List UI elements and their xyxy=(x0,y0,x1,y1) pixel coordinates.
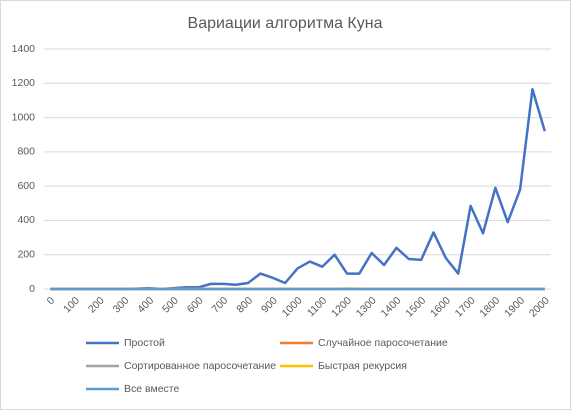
y-tick-label: 200 xyxy=(17,248,35,260)
y-tick-label: 0 xyxy=(29,283,35,295)
y-tick-label: 1000 xyxy=(12,111,36,123)
legend-label: Быстрая рекурсия xyxy=(318,360,407,372)
legend-label: Сортированное паросочетание xyxy=(124,360,276,372)
y-tick-label: 800 xyxy=(17,146,35,158)
y-tick-label: 1400 xyxy=(12,43,36,55)
y-tick-label: 400 xyxy=(17,214,35,226)
y-tick-label: 1200 xyxy=(12,77,36,89)
legend-label: Простой xyxy=(124,337,165,349)
y-tick-label: 600 xyxy=(17,180,35,192)
legend-label: Случайное паросочетание xyxy=(318,337,448,349)
chart-title: Вариации алгоритма Куна xyxy=(188,15,383,32)
legend-label: Все вместе xyxy=(124,383,179,395)
